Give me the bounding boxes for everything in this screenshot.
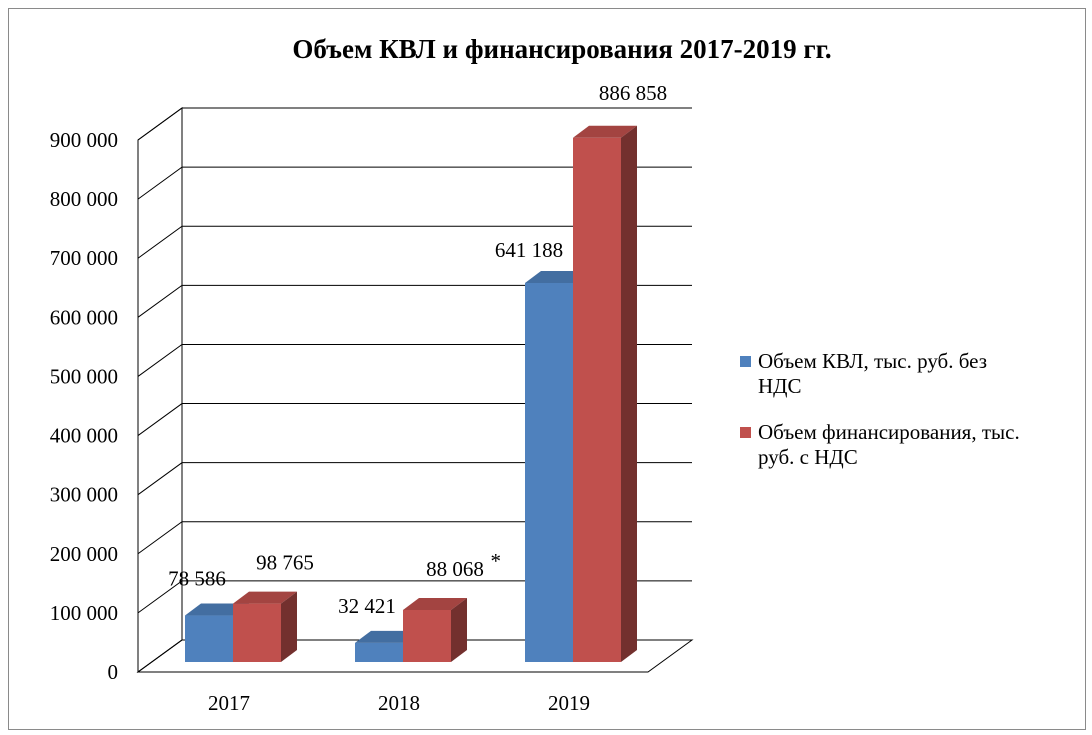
- data-label: 886 858: [599, 81, 667, 105]
- legend-swatch: [740, 356, 751, 367]
- bar-front: [525, 282, 573, 662]
- gridline: [137, 462, 692, 496]
- floor-plane: [136, 639, 694, 673]
- y-tick-label: 100 000: [50, 601, 118, 625]
- bar: [233, 591, 297, 662]
- legend-item: Объем финансирования, тыс.руб. с НДС: [740, 420, 1020, 469]
- bar-front: [185, 615, 233, 662]
- bar-front: [355, 642, 403, 662]
- bar: [403, 597, 467, 662]
- y-tick-label: 700 000: [50, 246, 118, 270]
- gridline: [137, 343, 692, 377]
- data-label: 78 586: [168, 567, 226, 591]
- chart-floor: [136, 639, 694, 673]
- gridline: [137, 284, 692, 318]
- bar: [573, 125, 637, 663]
- y-tick-label: 500 000: [50, 364, 118, 388]
- gridline: [137, 403, 692, 436]
- data-label: 98 765: [256, 551, 314, 575]
- legend-label: Объем финансирования, тыс.: [758, 420, 1020, 444]
- y-tick-label: 200 000: [50, 542, 118, 566]
- data-label: 641 188: [495, 238, 563, 262]
- y-tick-label: 800 000: [50, 187, 118, 211]
- x-axis-categories: 2017 2018 2019: [208, 691, 590, 715]
- annotation-asterisk: *: [491, 549, 502, 573]
- gridline: [137, 166, 692, 200]
- data-label: 32 421: [338, 594, 396, 618]
- bar-top: [573, 125, 637, 138]
- gridline: [137, 225, 692, 259]
- bar-front: [403, 609, 451, 662]
- legend-label: руб. с НДС: [758, 445, 858, 469]
- bar-top: [233, 591, 297, 604]
- data-label: 88 068: [426, 557, 484, 581]
- gridline: [137, 107, 692, 141]
- chart-title: Объем КВЛ и финансирования 2017-2019 гг.: [292, 34, 831, 64]
- x-category-label: 2018: [378, 691, 420, 715]
- bars: [185, 125, 637, 663]
- y-tick-label: 600 000: [50, 305, 118, 329]
- data-labels: 78 586 98 765 32 421 88 068 * 641 188 886 858: [168, 81, 667, 618]
- bar-side: [281, 591, 297, 662]
- legend-label: НДС: [758, 374, 802, 398]
- legend-swatch: [740, 427, 751, 438]
- bar-front: [573, 137, 621, 663]
- y-tick-label: 300 000: [50, 483, 118, 507]
- bar-front: [233, 603, 281, 662]
- y-tick-label: 900 000: [50, 128, 118, 152]
- legend-label: Объем КВЛ, тыс. руб. без: [758, 349, 987, 373]
- y-axis-ticks: 0 100 000 200 000 300 000 400 000 500 000 600 …: [50, 128, 118, 684]
- bar-side: [451, 597, 467, 662]
- bar-side: [621, 125, 637, 663]
- x-category-label: 2019: [548, 691, 590, 715]
- y-tick-label: 400 000: [50, 424, 118, 448]
- gridline: [137, 580, 692, 614]
- x-category-label: 2017: [208, 691, 250, 715]
- gridline: [137, 521, 692, 555]
- y-tick-label: 0: [108, 660, 119, 684]
- bar-top: [403, 597, 467, 610]
